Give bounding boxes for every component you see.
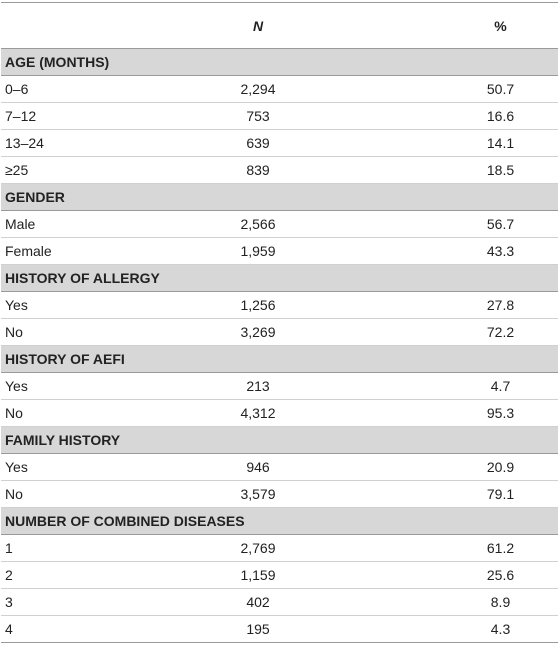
section-row: HISTORY OF AEFI bbox=[1, 345, 558, 373]
table-body: AGE (MONTHS) 0–6 2,294 50.7 7–12 753 16.6 13–24… bbox=[1, 48, 558, 643]
section-row: HISTORY OF ALLERGY bbox=[1, 264, 558, 292]
pct-value: 43.3 bbox=[347, 237, 558, 265]
row-label: Yes bbox=[1, 453, 169, 481]
n-value: 3,269 bbox=[169, 318, 347, 346]
section-row: FAMILY HISTORY bbox=[1, 426, 558, 454]
data-row: Yes 213 4.7 bbox=[1, 372, 558, 400]
row-label: No bbox=[1, 399, 169, 427]
section-row: AGE (MONTHS) bbox=[1, 48, 558, 76]
header-row: N % bbox=[1, 2, 558, 49]
header-n: N bbox=[169, 2, 347, 49]
pct-value: 50.7 bbox=[347, 75, 558, 103]
n-value: 402 bbox=[169, 588, 347, 616]
data-row: Female 1,959 43.3 bbox=[1, 237, 558, 265]
row-label: 1 bbox=[1, 534, 169, 562]
data-row: No 4,312 95.3 bbox=[1, 399, 558, 427]
pct-value: 25.6 bbox=[347, 561, 558, 589]
pct-value: 16.6 bbox=[347, 102, 558, 130]
data-row: No 3,579 79.1 bbox=[1, 480, 558, 508]
n-value: 195 bbox=[246, 621, 270, 637]
data-row: 0–6 2,294 50.7 bbox=[1, 75, 558, 103]
n-value: 3,579 bbox=[169, 480, 347, 508]
section-row: GENDER bbox=[1, 183, 558, 211]
section-title: FAMILY HISTORY bbox=[1, 426, 558, 454]
row-label: No bbox=[1, 480, 169, 508]
pct-value: 20.9 bbox=[347, 453, 558, 481]
row-label: 2 bbox=[1, 561, 169, 589]
n-value: 213 bbox=[169, 372, 347, 400]
row-label: 0–6 bbox=[1, 75, 169, 103]
section-title: GENDER bbox=[1, 183, 558, 211]
section-title: NUMBER OF COMBINED DISEASES bbox=[1, 507, 558, 535]
row-label: 7–12 bbox=[1, 102, 169, 130]
pct-value: 4.7 bbox=[347, 372, 558, 400]
header-pct: % bbox=[347, 2, 558, 49]
section-title: HISTORY OF AEFI bbox=[1, 345, 558, 373]
table-header: N % bbox=[1, 2, 558, 49]
n-value: 1,959 bbox=[169, 237, 347, 265]
pct-value: 18.5 bbox=[347, 156, 558, 184]
section-title: AGE (MONTHS) bbox=[1, 48, 558, 76]
n-value: 639 bbox=[169, 129, 347, 157]
pct-value: 95.3 bbox=[347, 399, 558, 427]
row-label: 4 bbox=[5, 621, 13, 637]
n-value: 1,256 bbox=[169, 291, 347, 319]
n-value: 839 bbox=[169, 156, 347, 184]
section-row: NUMBER OF COMBINED DISEASES bbox=[1, 507, 558, 535]
row-label: Yes bbox=[1, 372, 169, 400]
pct-value: 72.2 bbox=[347, 318, 558, 346]
data-row: 2 1,159 25.6 bbox=[1, 561, 558, 589]
pct-value: 27.8 bbox=[347, 291, 558, 319]
data-row: 7–12 753 16.6 bbox=[1, 102, 558, 130]
pct-value: 79.1 bbox=[347, 480, 558, 508]
row-label: 3 bbox=[1, 588, 169, 616]
n-value: 2,566 bbox=[169, 210, 347, 238]
row-label: Female bbox=[1, 237, 169, 265]
row-label: ≥25 bbox=[1, 156, 169, 184]
row-label: No bbox=[1, 318, 169, 346]
pct-value: 8.9 bbox=[347, 588, 558, 616]
data-row: 3 402 8.9 bbox=[1, 588, 558, 616]
pct-value: 14.1 bbox=[347, 129, 558, 157]
n-value: 4,312 bbox=[169, 399, 347, 427]
data-row: ≥25 839 18.5 bbox=[1, 156, 558, 184]
data-row: 13–24 639 14.1 bbox=[1, 129, 558, 157]
data-row: No 3,269 72.2 bbox=[1, 318, 558, 346]
n-value: 946 bbox=[169, 453, 347, 481]
pct-value: 4.3 bbox=[490, 621, 511, 637]
row-label: Yes bbox=[1, 291, 169, 319]
row-label: Male bbox=[1, 210, 169, 238]
data-row: 4 195 4.3 bbox=[1, 616, 558, 643]
data-row: Yes 946 20.9 bbox=[1, 453, 558, 481]
n-value: 1,159 bbox=[169, 561, 347, 589]
data-row: 1 2,769 61.2 bbox=[1, 534, 558, 562]
n-value: 2,769 bbox=[169, 534, 347, 562]
header-blank bbox=[1, 2, 169, 49]
pct-value: 61.2 bbox=[347, 534, 558, 562]
n-value: 753 bbox=[169, 102, 347, 130]
pct-value: 56.7 bbox=[347, 210, 558, 238]
section-title: HISTORY OF ALLERGY bbox=[1, 264, 558, 292]
data-row: Male 2,566 56.7 bbox=[1, 210, 558, 238]
row-label: 13–24 bbox=[1, 129, 169, 157]
n-value: 2,294 bbox=[169, 75, 347, 103]
data-row: Yes 1,256 27.8 bbox=[1, 291, 558, 319]
